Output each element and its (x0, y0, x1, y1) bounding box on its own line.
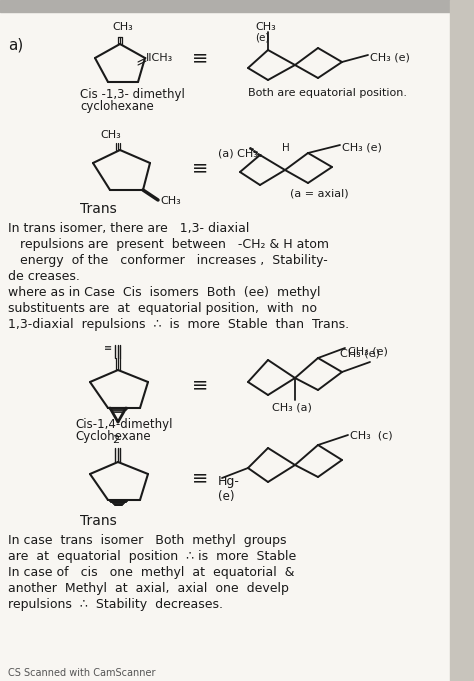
Text: CH₃: CH₃ (255, 22, 276, 32)
Text: (e): (e) (255, 32, 269, 42)
Text: de creases.: de creases. (8, 270, 80, 283)
Text: Hg-: Hg- (218, 475, 240, 488)
Text: repulsions  ∴  Stability  decreases.: repulsions ∴ Stability decreases. (8, 598, 223, 611)
Text: another  Methyl  at  axial,  axial  one  develp: another Methyl at axial, axial one devel… (8, 582, 289, 595)
Text: CH₃  (c): CH₃ (c) (350, 430, 392, 440)
Text: are  at  equatorial  position  ∴ is  more  Stable: are at equatorial position ∴ is more Sta… (8, 550, 296, 563)
Text: Trans: Trans (80, 202, 117, 216)
Text: a): a) (8, 38, 23, 53)
Text: CS Scanned with CamScanner: CS Scanned with CamScanner (8, 668, 155, 678)
Text: ≡: ≡ (192, 469, 208, 488)
Text: CH₃ (e): CH₃ (e) (348, 346, 388, 356)
Text: 2: 2 (112, 435, 119, 445)
Text: CH₃ (e): CH₃ (e) (340, 348, 380, 358)
Text: substituents are  at  equatorial position,  with  no: substituents are at equatorial position,… (8, 302, 317, 315)
Text: ≡: ≡ (104, 343, 112, 353)
Text: Cis -1,3- dimethyl: Cis -1,3- dimethyl (80, 88, 185, 101)
Text: (e): (e) (218, 490, 235, 503)
Text: cyclohexane: cyclohexane (80, 100, 154, 113)
Text: (a) CH₃: (a) CH₃ (218, 148, 258, 158)
Text: Cis-1,4-dimethyl: Cis-1,4-dimethyl (75, 418, 173, 431)
Text: repulsions are  present  between   -CH₂ & H atom: repulsions are present between -CH₂ & H … (20, 238, 329, 251)
Text: CH₃: CH₃ (100, 130, 121, 140)
Text: H: H (282, 143, 290, 153)
Text: (a = axial): (a = axial) (290, 188, 348, 198)
Text: CH₃: CH₃ (112, 22, 133, 32)
Text: IICH₃: IICH₃ (146, 53, 173, 63)
Text: CH₃ (a): CH₃ (a) (272, 403, 312, 413)
Text: Cyclohexane: Cyclohexane (75, 430, 151, 443)
Text: ≡: ≡ (192, 48, 208, 67)
Text: Both are equatorial position.: Both are equatorial position. (248, 88, 407, 98)
Text: ≡: ≡ (192, 159, 208, 178)
Text: In case of   cis   one  methyl  at  equatorial  &: In case of cis one methyl at equatorial … (8, 566, 294, 579)
Text: where as in Case  Cis  isomers  Both  (ee)  methyl: where as in Case Cis isomers Both (ee) m… (8, 286, 320, 299)
Text: Trans: Trans (80, 514, 117, 528)
Text: CH₃ (e): CH₃ (e) (342, 142, 382, 152)
Text: 1,3-diaxial  repulsions  ∴  is  more  Stable  than  Trans.: 1,3-diaxial repulsions ∴ is more Stable … (8, 318, 349, 331)
Text: In case  trans  isomer   Both  methyl  groups: In case trans isomer Both methyl groups (8, 534, 286, 547)
Text: In trans isomer, there are   1,3- diaxial: In trans isomer, there are 1,3- diaxial (8, 222, 249, 235)
Text: ≡: ≡ (192, 375, 208, 394)
Text: CH₃ (e): CH₃ (e) (370, 52, 410, 62)
Text: CH₃: CH₃ (160, 196, 181, 206)
Text: energy  of the   conformer   increases ,  Stability-: energy of the conformer increases , Stab… (20, 254, 328, 267)
Bar (450, 0, 474, 681)
Bar (0, 0, 474, 12)
